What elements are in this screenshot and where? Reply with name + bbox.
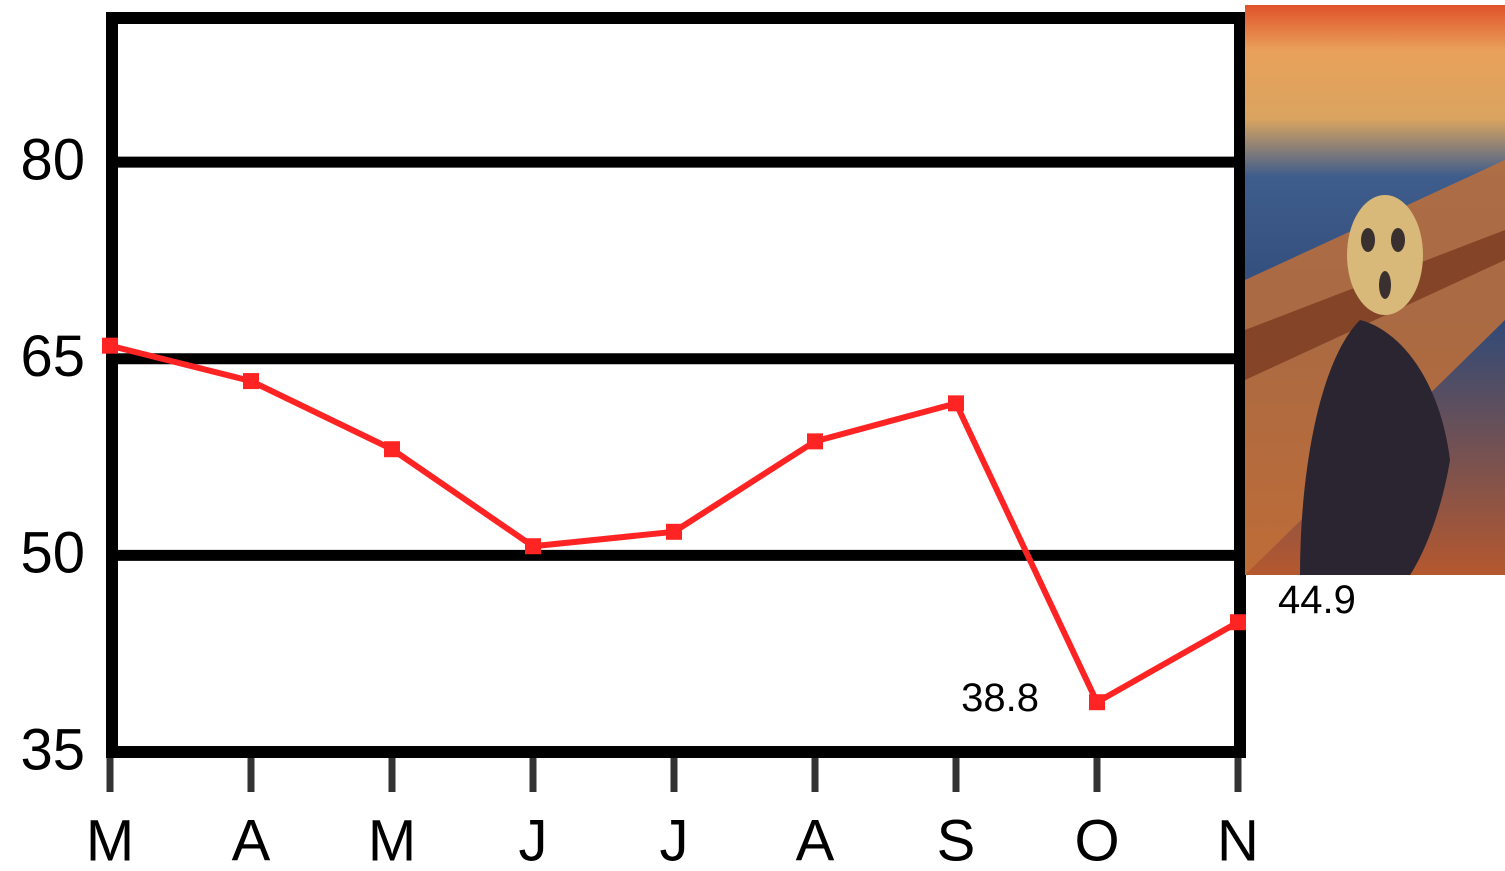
x-tick-label: O	[1074, 808, 1119, 871]
y-tick-label: 80	[20, 128, 85, 193]
marker	[1089, 694, 1105, 711]
y-tick-label: 50	[20, 521, 85, 586]
x-tick-label: M	[86, 808, 134, 871]
marker	[807, 433, 823, 450]
painting	[1245, 5, 1505, 575]
marker	[1230, 614, 1246, 631]
x-tick-label: J	[660, 808, 689, 871]
plot-frame	[106, 12, 1246, 758]
marker	[948, 395, 964, 412]
x-tick-label: A	[232, 808, 271, 871]
plot	[102, 12, 1246, 792]
x-tick-label: N	[1217, 808, 1259, 871]
x-tick-label: A	[796, 808, 835, 871]
marker	[102, 337, 118, 354]
x-tick-label: M	[368, 808, 416, 871]
x-tick-label: J	[519, 808, 548, 871]
x-tick-label: S	[937, 808, 976, 871]
y-tick-label: 35	[20, 717, 85, 782]
marker	[243, 373, 259, 390]
marker	[525, 538, 541, 555]
data-label: 38.8	[961, 676, 1039, 720]
marker	[666, 523, 682, 540]
y-tick-label: 65	[20, 324, 85, 389]
data-label: 44.9	[1278, 578, 1356, 622]
marker	[384, 441, 400, 458]
